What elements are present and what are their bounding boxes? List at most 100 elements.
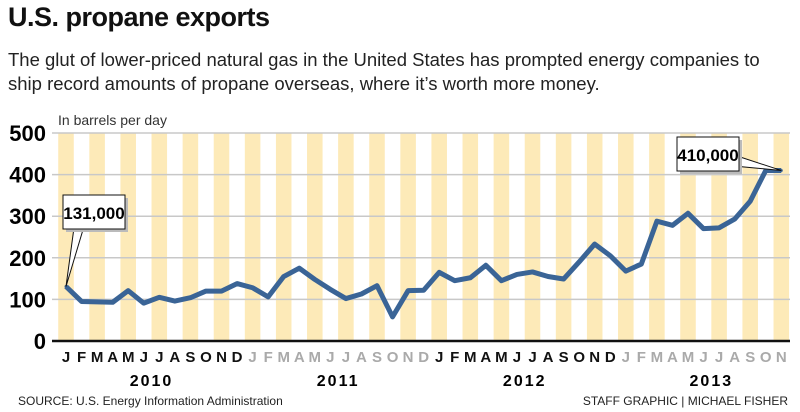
- y-tick-label: 200: [9, 246, 46, 271]
- x-tick-label: S: [559, 349, 569, 366]
- data-point: [686, 211, 690, 215]
- x-tick-label: F: [77, 349, 86, 366]
- x-tick-label: J: [435, 349, 443, 366]
- month-band: [58, 133, 74, 341]
- x-tick-label: D: [232, 349, 243, 366]
- y-tick-label: 400: [9, 163, 46, 188]
- callout-box: [62, 194, 126, 230]
- chart-subtitle: The glut of lower-priced natural gas in …: [8, 49, 760, 94]
- month-band: [649, 133, 665, 341]
- data-point: [80, 299, 84, 303]
- data-point: [748, 199, 752, 203]
- year-label: 2010: [130, 373, 174, 390]
- x-tick-label: J: [155, 349, 163, 366]
- data-point: [406, 289, 410, 293]
- month-band: [431, 133, 447, 341]
- x-tick-label: J: [528, 349, 536, 366]
- data-point: [313, 277, 317, 281]
- data-point: [328, 287, 332, 291]
- x-tick-label: A: [729, 349, 740, 366]
- x-tick-label: S: [185, 349, 195, 366]
- x-tick-label: O: [200, 349, 212, 366]
- x-tick-label: M: [91, 349, 104, 366]
- y-tick-label: 500: [9, 121, 46, 146]
- data-point: [639, 262, 643, 266]
- month-band: [151, 133, 168, 341]
- data-point: [562, 277, 566, 281]
- x-tick-label: J: [342, 349, 350, 366]
- callout-label: 410,000: [677, 146, 738, 165]
- x-tick-label: J: [699, 349, 707, 366]
- data-point: [111, 300, 115, 304]
- x-tick-label: F: [450, 349, 459, 366]
- month-band: [462, 133, 479, 341]
- data-point: [173, 299, 177, 303]
- x-tick-label: A: [169, 349, 180, 366]
- x-tick-label: J: [513, 349, 521, 366]
- data-point: [608, 254, 612, 258]
- x-tick-label: O: [573, 349, 585, 366]
- x-tick-label: J: [140, 349, 148, 366]
- x-tick-label: A: [543, 349, 554, 366]
- data-point: [577, 260, 581, 264]
- data-point: [422, 288, 426, 292]
- data-point: [453, 279, 457, 283]
- data-point: [670, 223, 674, 227]
- callout-label: 131,000: [63, 204, 124, 223]
- x-tick-label: D: [605, 349, 616, 366]
- data-point: [624, 269, 628, 273]
- data-point: [251, 286, 255, 290]
- month-band: [773, 133, 790, 341]
- x-tick-label: J: [326, 349, 334, 366]
- month-band: [742, 133, 758, 341]
- y-tick-label: 100: [9, 287, 46, 312]
- data-point: [484, 263, 488, 267]
- x-tick-label: A: [480, 349, 491, 366]
- x-tick-label: A: [107, 349, 118, 366]
- y-tick-label: 300: [9, 204, 46, 229]
- data-point: [531, 270, 534, 274]
- month-band: [213, 133, 230, 341]
- x-tick-label: J: [622, 349, 630, 366]
- data-point: [235, 282, 239, 286]
- x-tick-label: D: [418, 349, 429, 366]
- data-point: [220, 289, 223, 293]
- data-point: [344, 297, 348, 301]
- x-tick-label: S: [745, 349, 755, 366]
- month-band: [680, 133, 696, 341]
- data-point: [126, 289, 130, 293]
- month-band: [369, 133, 385, 341]
- credit-note: STAFF GRAPHIC | MICHAEL FISHER: [582, 394, 788, 408]
- month-band: [182, 133, 199, 341]
- data-point: [95, 300, 99, 304]
- x-tick-label: J: [715, 349, 723, 366]
- x-tick-label: N: [403, 349, 414, 366]
- month-band: [618, 133, 634, 341]
- callout-box: [676, 136, 740, 172]
- x-tick-label: O: [760, 349, 772, 366]
- x-tick-label: A: [294, 349, 305, 366]
- month-band: [275, 133, 292, 341]
- month-band: [711, 133, 727, 341]
- data-point: [204, 289, 208, 293]
- data-point: [546, 275, 550, 279]
- x-tick-label: J: [248, 349, 256, 366]
- x-tick-label: O: [387, 349, 399, 366]
- data-point: [391, 315, 395, 319]
- data-point: [717, 226, 721, 230]
- x-tick-label: M: [122, 349, 135, 366]
- data-point: [593, 242, 597, 246]
- x-tick-label: M: [309, 349, 322, 366]
- month-band: [400, 133, 416, 341]
- x-tick-label: F: [637, 349, 646, 366]
- data-point: [282, 275, 286, 279]
- year-label: 2011: [317, 373, 360, 390]
- data-point: [468, 276, 472, 280]
- data-point: [266, 295, 270, 299]
- x-tick-label: M: [464, 349, 477, 366]
- chart-title: U.S. propane exports: [8, 2, 270, 32]
- month-band: [524, 133, 541, 341]
- x-tick-label: M: [277, 349, 290, 366]
- x-tick-label: A: [356, 349, 367, 366]
